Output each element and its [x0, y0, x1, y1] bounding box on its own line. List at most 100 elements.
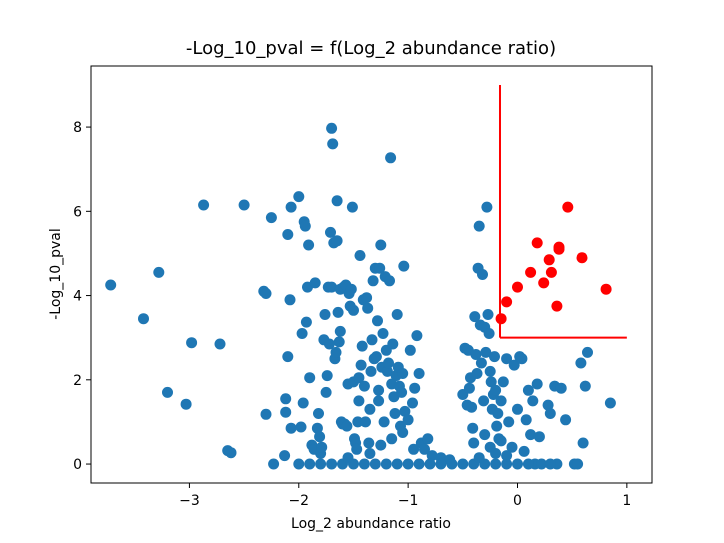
- x-tick-label: −1: [398, 493, 419, 509]
- data-point: [501, 353, 513, 365]
- data-point: [285, 201, 297, 213]
- y-tick-label: 0: [73, 457, 82, 473]
- data-point: [512, 403, 523, 415]
- data-point: [304, 372, 316, 384]
- data-point: [398, 260, 410, 272]
- data-point: [467, 422, 479, 434]
- data-points: [105, 122, 616, 470]
- data-point: [365, 365, 377, 377]
- significant-data-point: [545, 266, 557, 278]
- data-point: [375, 239, 387, 251]
- data-point: [373, 395, 385, 407]
- data-point: [378, 416, 390, 428]
- data-point: [413, 458, 425, 470]
- data-point: [334, 325, 346, 337]
- data-point: [391, 458, 403, 470]
- data-point: [326, 281, 338, 293]
- data-point: [319, 309, 331, 320]
- data-point: [311, 422, 323, 434]
- significant-data-point: [512, 281, 523, 293]
- data-point: [321, 370, 333, 382]
- data-point: [384, 275, 395, 287]
- data-point: [373, 384, 385, 396]
- data-point: [180, 398, 192, 410]
- data-point: [285, 422, 297, 434]
- data-point: [268, 458, 280, 470]
- data-point: [407, 397, 418, 409]
- data-point: [238, 199, 250, 211]
- x-tick-label: −3: [179, 493, 200, 509]
- data-point: [490, 458, 502, 470]
- data-point: [186, 337, 198, 349]
- data-point: [572, 458, 584, 470]
- data-point: [544, 458, 556, 470]
- data-point: [481, 201, 493, 213]
- data-point: [413, 368, 425, 379]
- data-point: [489, 351, 500, 363]
- data-point: [582, 346, 593, 358]
- data-point: [506, 441, 518, 453]
- data-point: [522, 384, 534, 396]
- significant-data-point: [495, 313, 507, 325]
- data-point: [364, 448, 376, 459]
- x-axis-label: Log_2 abundance ratio: [291, 516, 451, 532]
- data-point: [490, 448, 502, 459]
- data-point: [402, 414, 414, 426]
- data-point: [323, 338, 335, 350]
- significant-data-point: [525, 266, 537, 278]
- data-point: [351, 443, 363, 455]
- plot-area: [90, 65, 653, 484]
- data-point: [471, 368, 483, 379]
- data-point: [397, 368, 409, 379]
- data-point: [325, 226, 336, 238]
- data-point: [358, 458, 370, 470]
- data-point: [300, 316, 312, 328]
- data-point: [304, 458, 316, 470]
- x-tick-label: 0: [513, 493, 522, 509]
- significant-data-point: [562, 201, 574, 213]
- data-point: [426, 450, 438, 462]
- data-point: [386, 433, 398, 445]
- data-point: [293, 191, 305, 203]
- data-point: [396, 386, 408, 398]
- data-point: [389, 408, 401, 419]
- data-point: [492, 408, 504, 419]
- data-point: [516, 353, 528, 365]
- data-point: [332, 306, 344, 318]
- significant-data-point: [553, 243, 565, 255]
- data-point: [468, 437, 480, 449]
- significant-data-point: [501, 296, 513, 308]
- x-tick-label: 1: [622, 493, 631, 509]
- y-tick-label: 4: [73, 289, 82, 305]
- data-point: [473, 452, 485, 464]
- data-point: [475, 357, 487, 369]
- data-point: [314, 431, 326, 443]
- data-point: [531, 378, 543, 390]
- data-point: [408, 443, 420, 455]
- data-point: [383, 357, 394, 369]
- data-point: [470, 349, 482, 360]
- data-point: [331, 195, 343, 207]
- data-point: [361, 292, 373, 304]
- data-point: [536, 458, 547, 470]
- data-point: [391, 309, 403, 320]
- data-point: [354, 250, 366, 261]
- data-point: [364, 403, 376, 415]
- data-point: [352, 416, 364, 428]
- data-point: [577, 437, 589, 449]
- significant-data-point: [538, 277, 550, 289]
- data-point: [424, 458, 436, 470]
- data-point: [265, 212, 277, 224]
- data-point: [497, 376, 509, 388]
- data-point: [501, 450, 513, 462]
- significant-data-point: [576, 252, 588, 264]
- data-point: [309, 277, 321, 289]
- data-point: [495, 395, 507, 407]
- significant-data-point: [600, 283, 612, 295]
- data-point: [466, 401, 478, 413]
- data-point: [508, 359, 520, 371]
- data-point: [380, 458, 392, 470]
- data-point: [297, 397, 309, 409]
- data-point: [520, 414, 532, 426]
